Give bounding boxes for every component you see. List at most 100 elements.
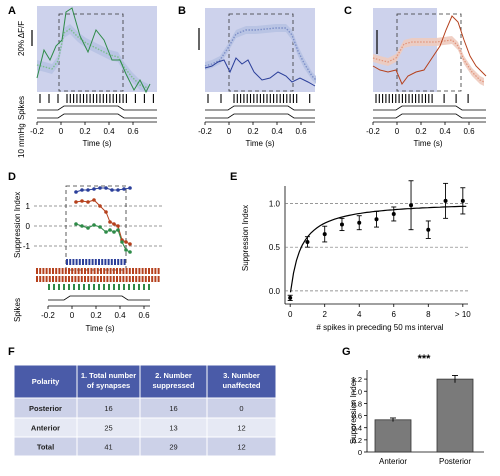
- d-spike-mark: [73, 284, 75, 290]
- d-spike-mark: [36, 276, 38, 282]
- time-ticks-c: -0.2 0 0.2 0.4 0.6: [366, 122, 475, 136]
- d-spike-mark: [88, 259, 91, 265]
- d-spike-mark: [58, 268, 61, 274]
- d-spike-mark: [69, 259, 72, 265]
- time-axis-label-c: Time (s): [413, 139, 442, 148]
- pressure-trace-b2: [205, 113, 315, 119]
- d-spike-mark: [103, 284, 105, 290]
- table-header-cell: [206, 364, 277, 399]
- d-spike-mark: [109, 276, 112, 282]
- panel-d: D Suppression Index Spikes 1 0 -1 -0.2 0 0…: [8, 171, 162, 333]
- panel-f: F Polarity 1. Total number of synapses 2. N…: [8, 346, 277, 457]
- d-spike-mark: [138, 268, 141, 274]
- panel-c: C -0.2 0 0.2 0.4 0.6 Time (s): [344, 5, 487, 148]
- d-spike-mark: [112, 268, 115, 274]
- g-category-label: Anterior: [379, 457, 407, 466]
- d-ytick-0: 0: [26, 222, 31, 231]
- table-cell-text: 12: [237, 443, 245, 452]
- d-spike-mark: [138, 276, 141, 282]
- g-category-label: Posterior: [439, 457, 471, 466]
- g-bars: Anterior Posterior: [374, 375, 474, 466]
- d-spike-mark: [48, 284, 50, 290]
- d-data-point: [112, 230, 116, 234]
- mean-trace-b: [204, 27, 317, 81]
- d-spike-mark: [114, 259, 116, 265]
- time-tick-label: -0.2: [30, 127, 44, 136]
- d-time-tick-label: 0.6: [138, 311, 150, 320]
- table-header-line: of synapses: [87, 381, 130, 390]
- table-header-text: 2. Number suppressed: [152, 371, 195, 390]
- d-spike-mark: [100, 276, 102, 282]
- d-ylabel: Suppression Index: [13, 192, 22, 258]
- d-spike-mark: [36, 268, 38, 274]
- d-spike-mark: [125, 268, 128, 274]
- example-trace-c: [372, 15, 487, 85]
- d-series-mixed-line: [75, 199, 131, 245]
- d-spike-mark: [132, 268, 134, 274]
- d-spike-mark: [52, 268, 54, 274]
- table-cell-text: 12: [237, 424, 245, 433]
- d-spike-mark: [144, 276, 147, 282]
- d-data-point: [80, 224, 84, 228]
- time-tick-label: 0.4: [271, 127, 283, 136]
- d-spike-mark: [93, 276, 96, 282]
- table-header-cell: [139, 364, 208, 399]
- time-tick-label: 0.2: [79, 127, 91, 136]
- shaded-region-c: [373, 8, 437, 92]
- d-time-ticks: -0.2 0 0.2 0.4 0.6: [41, 306, 150, 320]
- d-spike-mark: [84, 276, 86, 282]
- e-ytick-label: 0.5: [269, 243, 281, 252]
- d-spikes-label: Spikes: [13, 298, 22, 322]
- d-data-point: [110, 188, 114, 192]
- d-spike-mark: [107, 259, 110, 265]
- d-spike-mark: [112, 276, 115, 282]
- e-xtick-label: 2: [322, 310, 327, 319]
- panel-e: E Suppression Index 0.0 0.5 1.0 0 2 4 6 8 > 10 #…: [230, 171, 471, 332]
- panel-letter-g: G: [342, 346, 351, 358]
- d-spike-mark: [106, 268, 109, 274]
- table-header-text: 1. Total number of synapses: [81, 371, 136, 390]
- g-ytick-label: 1.2: [352, 375, 362, 384]
- d-spike-mark: [39, 276, 42, 282]
- g-ytick-label: 0.4: [352, 424, 362, 433]
- d-ytick-1: 1: [26, 202, 31, 211]
- time-tick-label: 0.2: [247, 127, 259, 136]
- d-spike-mark: [83, 284, 85, 290]
- d-spike-mark: [106, 276, 109, 282]
- d-data-point: [86, 200, 90, 204]
- d-data-point: [74, 222, 78, 226]
- time-ticks-b: -0.2 0 0.2 0.4 0.6: [198, 122, 307, 136]
- e-data-point: [409, 203, 414, 208]
- d-spike-mark: [141, 268, 144, 274]
- d-spike-mark: [157, 276, 160, 282]
- panel-letter-e: E: [230, 171, 237, 183]
- d-data-point: [92, 187, 96, 191]
- table-cell-text: 0: [239, 404, 243, 413]
- d-spike-mark: [64, 268, 67, 274]
- d-data-point: [80, 199, 84, 203]
- d-spike-mark: [98, 284, 100, 290]
- d-spike-mark: [119, 268, 122, 274]
- d-spike-mark: [75, 259, 78, 265]
- e-xtick-label: 4: [357, 310, 362, 319]
- g-ytick-label: 0.2: [352, 436, 362, 445]
- table-cell-text: Anterior: [31, 424, 60, 433]
- d-time-tick-label: -0.2: [41, 311, 55, 320]
- g-ytick-label: 1.0: [352, 387, 362, 396]
- d-spike-mark: [96, 268, 99, 274]
- d-stimulus-window: [65, 185, 127, 271]
- d-data-point: [98, 186, 102, 190]
- pressure-trace-a: [37, 105, 157, 111]
- e-xtick-label: > 10: [455, 310, 471, 319]
- d-spike-mark: [128, 284, 130, 290]
- table-cell-text: 29: [169, 443, 177, 452]
- table-header-line: 3. Number: [223, 371, 260, 380]
- panel-g: G Suppression Index *** 0 0.2 0.4 0.6 0.8 1.0…: [342, 346, 484, 466]
- table-cell-text: 25: [104, 424, 112, 433]
- d-spike-mark: [58, 276, 61, 282]
- d-spike-mark: [103, 268, 106, 274]
- d-time-tick-label: 0.4: [114, 311, 126, 320]
- d-spike-mark: [117, 259, 120, 265]
- table-header-line: suppressed: [152, 381, 195, 390]
- panel-letter-c: C: [344, 5, 352, 17]
